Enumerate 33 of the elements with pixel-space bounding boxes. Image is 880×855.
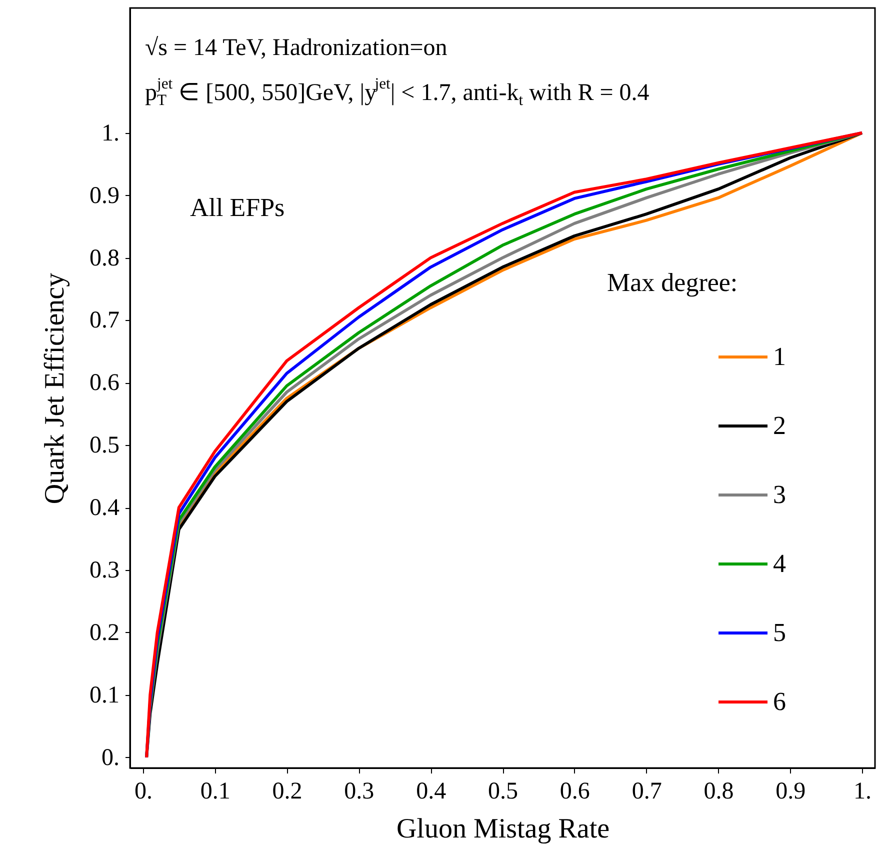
legend-label: 5	[773, 618, 786, 647]
x-tick-label: 0.1	[200, 778, 230, 804]
y-tick-label: 1.	[102, 120, 120, 146]
y-tick-label: 0.4	[90, 495, 120, 522]
legend-label: 6	[773, 687, 786, 716]
y-tick-label: 0.3	[90, 558, 120, 584]
y-tick-label: 0.9	[90, 182, 120, 209]
x-tick-label: 0.	[134, 778, 152, 804]
x-tick-label: 0.8	[704, 778, 734, 804]
annotation: All EFPs	[190, 193, 285, 222]
y-tick-label: 0.8	[90, 245, 120, 272]
legend-label: 2	[773, 411, 786, 440]
x-tick-label: 0.4	[416, 778, 446, 804]
y-axis-title: Quark Jet Efficiency	[40, 272, 70, 504]
y-tick-label: 0.6	[90, 370, 120, 396]
x-tick-label: 0.9	[776, 778, 806, 804]
y-tick-label: 0.1	[90, 682, 120, 708]
y-tick-label: 0.7	[90, 308, 120, 334]
x-tick-label: 1.	[854, 778, 872, 804]
y-tick-label: 0.	[102, 744, 120, 771]
x-tick-label: 0.6	[560, 778, 590, 804]
legend-label: 1	[773, 342, 786, 371]
x-axis-title: Gluon Mistag Rate	[396, 814, 610, 844]
x-tick-label: 0.5	[488, 778, 518, 804]
legend-label: 4	[773, 549, 786, 578]
x-tick-label: 0.3	[344, 778, 374, 804]
legend-title: Max degree:	[607, 268, 738, 297]
legend-label: 3	[773, 480, 786, 509]
x-tick-label: 0.2	[272, 778, 302, 804]
x-tick-label: 0.7	[632, 778, 662, 804]
annotation: √s = 14 TeV, Hadronization=on	[145, 35, 448, 61]
y-tick-label: 0.2	[90, 620, 120, 646]
y-tick-label: 0.5	[90, 432, 120, 459]
